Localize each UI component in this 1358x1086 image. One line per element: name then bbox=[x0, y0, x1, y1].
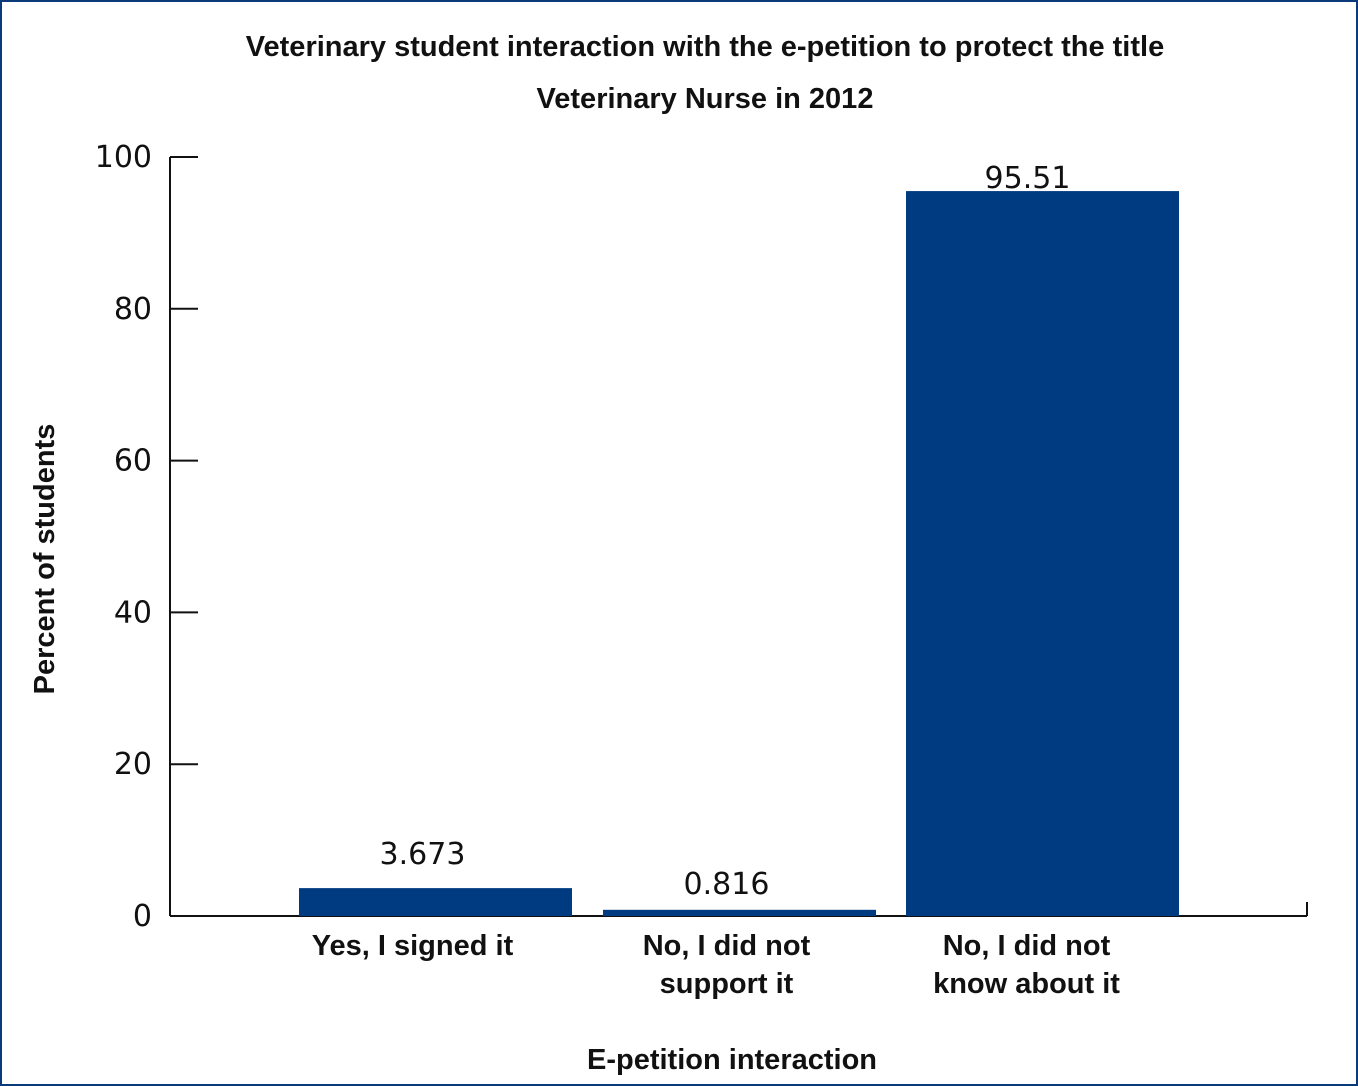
axis-titles: E-petition interaction Percent of student… bbox=[29, 424, 877, 1076]
bar-3 bbox=[906, 191, 1179, 916]
x-axis-categories: Yes, I signed it No, I did not support it N… bbox=[312, 930, 1121, 1000]
y-tick-label: 0 bbox=[133, 899, 152, 934]
category-label-3: No, I did not bbox=[943, 930, 1111, 962]
y-tick-label: 40 bbox=[114, 595, 152, 630]
value-labels: 3.673 0.816 95.51 bbox=[380, 161, 1071, 902]
category-label-2: No, I did not bbox=[643, 930, 811, 962]
y-tick-label: 60 bbox=[114, 444, 152, 479]
chart-title: Veterinary student interaction with the … bbox=[246, 31, 1164, 115]
y-tick-label: 20 bbox=[114, 747, 152, 782]
y-axis-ticks: 0 20 40 60 80 100 bbox=[95, 140, 198, 934]
bar-1 bbox=[299, 888, 572, 916]
category-label-3: know about it bbox=[933, 968, 1120, 1000]
x-axis-title: E-petition interaction bbox=[587, 1044, 877, 1076]
value-label-3: 95.51 bbox=[985, 161, 1071, 196]
value-label-2: 0.816 bbox=[684, 867, 770, 902]
chart-title-line-1: Veterinary student interaction with the … bbox=[246, 31, 1164, 63]
bar-2 bbox=[603, 909, 876, 916]
value-label-1: 3.673 bbox=[380, 837, 466, 872]
bars bbox=[299, 191, 1179, 916]
category-label-1: Yes, I signed it bbox=[312, 930, 514, 962]
y-axis-title: Percent of students bbox=[29, 424, 61, 695]
y-tick-label: 80 bbox=[114, 292, 152, 327]
chart-title-line-2: Veterinary Nurse in 2012 bbox=[537, 83, 874, 115]
category-label-2: support it bbox=[660, 968, 794, 1000]
y-tick-label: 100 bbox=[95, 140, 152, 175]
